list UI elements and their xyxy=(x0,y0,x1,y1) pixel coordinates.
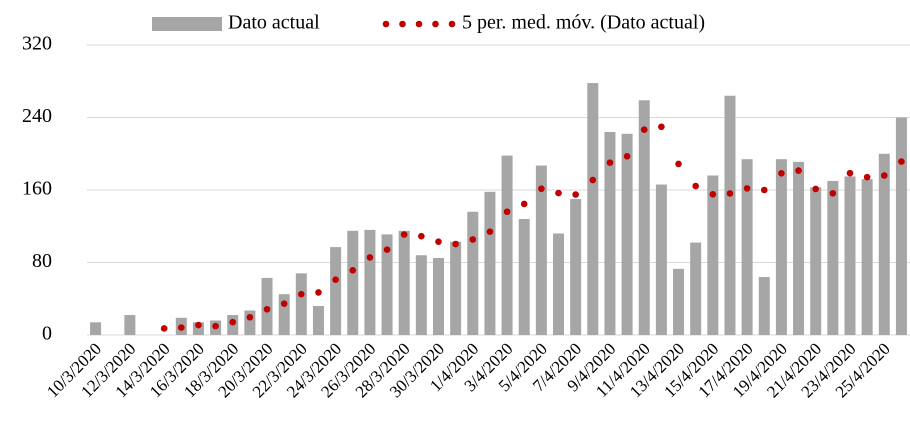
bar xyxy=(775,159,787,335)
bar xyxy=(827,180,839,335)
average-dot xyxy=(400,231,408,238)
bar xyxy=(604,132,616,335)
average-dot xyxy=(520,200,528,208)
legend-swatch xyxy=(448,20,456,28)
bar xyxy=(793,161,805,335)
average-dot xyxy=(246,313,254,321)
average-dot xyxy=(418,232,425,240)
average-dot xyxy=(709,191,717,198)
average-dot xyxy=(366,254,374,261)
average-dot xyxy=(812,185,819,193)
y-tick-label: 240 xyxy=(22,105,52,127)
bar xyxy=(673,268,685,335)
average-dot xyxy=(538,185,545,193)
bar xyxy=(278,294,290,335)
average-dot xyxy=(880,172,888,179)
average-dot xyxy=(229,318,237,326)
legend-swatch xyxy=(399,20,406,28)
bar xyxy=(741,159,753,335)
average-dot xyxy=(298,290,305,298)
bar xyxy=(518,219,530,335)
average-dot xyxy=(486,228,494,235)
bar xyxy=(450,241,462,335)
average-dot xyxy=(572,191,579,198)
average-dot xyxy=(383,246,391,253)
bar xyxy=(312,306,324,335)
y-tick-label: 320 xyxy=(22,33,52,55)
bar xyxy=(878,153,890,335)
y-tick-label: 0 xyxy=(42,323,52,345)
bar xyxy=(398,230,410,335)
bar xyxy=(244,310,256,335)
legend-label: 5 per. med. móv. (Dato actual) xyxy=(462,12,705,34)
legend-swatch xyxy=(382,20,390,28)
average-dot xyxy=(863,173,871,181)
bar xyxy=(758,277,770,335)
bar xyxy=(535,165,547,335)
bar xyxy=(655,184,667,335)
bar xyxy=(432,257,444,335)
average-dot xyxy=(349,266,357,274)
average-dot xyxy=(829,189,837,197)
average-dot xyxy=(195,321,202,329)
average-dot xyxy=(452,240,459,248)
average-dot xyxy=(795,167,802,174)
average-dot xyxy=(332,276,339,284)
average-dot xyxy=(640,126,648,133)
y-tick-label: 160 xyxy=(22,178,52,200)
bar xyxy=(124,315,136,335)
bar xyxy=(570,199,582,335)
bar xyxy=(381,234,393,335)
bar xyxy=(295,273,307,335)
bar xyxy=(90,322,102,335)
average-dot xyxy=(589,176,597,184)
bar xyxy=(553,233,565,335)
average-dot xyxy=(606,159,614,166)
average-dot xyxy=(726,190,734,197)
average-dot xyxy=(846,169,854,177)
bar xyxy=(415,255,427,335)
average-dot xyxy=(315,289,322,296)
bar xyxy=(501,155,513,335)
legend-swatch xyxy=(152,17,222,31)
bar xyxy=(192,322,204,335)
average-dot xyxy=(743,185,751,192)
legend-swatch xyxy=(432,20,439,28)
bar xyxy=(690,242,702,335)
bar xyxy=(724,95,736,335)
bar xyxy=(364,229,376,335)
average-dot xyxy=(760,186,768,194)
legend-label: Dato actual xyxy=(228,12,320,34)
bar xyxy=(467,211,479,335)
average-dot xyxy=(692,182,699,190)
bar xyxy=(861,179,873,335)
bar xyxy=(707,175,719,335)
average-dot xyxy=(623,152,631,160)
average-dot xyxy=(435,238,442,245)
average-dot xyxy=(469,236,477,243)
average-dot xyxy=(280,300,288,307)
average-dot xyxy=(178,324,185,331)
average-dot xyxy=(778,170,785,177)
average-dot xyxy=(898,158,905,165)
bar xyxy=(484,191,496,335)
bar xyxy=(638,100,650,335)
average-dot xyxy=(675,160,682,168)
bar xyxy=(347,230,359,335)
legend-swatch xyxy=(415,20,423,28)
bar xyxy=(587,83,599,335)
average-dot xyxy=(503,208,511,216)
bar xyxy=(810,187,822,335)
average-dot xyxy=(263,305,271,313)
bar xyxy=(895,117,907,335)
bar xyxy=(330,247,342,335)
average-dot xyxy=(658,123,665,131)
average-dot xyxy=(555,189,562,197)
average-dot xyxy=(212,322,219,330)
bar xyxy=(621,133,633,335)
average-dot xyxy=(160,325,168,332)
bar xyxy=(844,176,856,335)
y-tick-label: 80 xyxy=(32,250,52,272)
